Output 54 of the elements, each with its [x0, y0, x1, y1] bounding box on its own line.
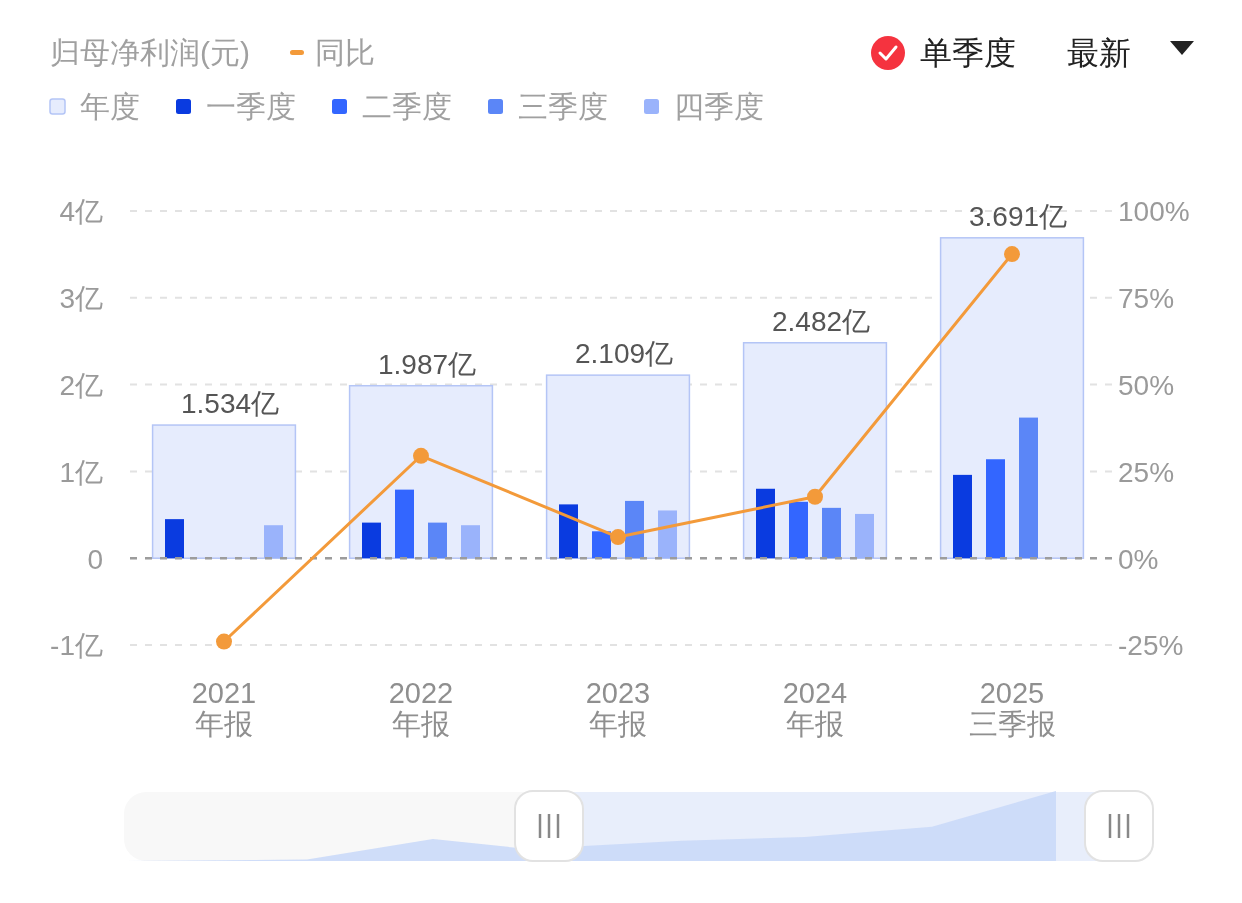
y2-tick-label: 100% [1118, 196, 1190, 228]
point [216, 633, 232, 650]
bar [428, 522, 447, 559]
point [413, 447, 429, 464]
y-tick-label: 1亿 [59, 456, 103, 488]
bar [165, 519, 184, 559]
y2-tick-label: 50% [1118, 369, 1175, 401]
bar [953, 474, 972, 559]
data-label: 1.534亿 [180, 388, 280, 420]
bar [789, 501, 808, 559]
y-tick-label: 4亿 [59, 196, 103, 228]
bar [592, 531, 611, 559]
bar [658, 510, 677, 559]
legend-label: 二季度 [362, 89, 452, 123]
data-label: 1.987亿 [377, 348, 477, 380]
legend-label: 同比 [314, 35, 375, 69]
x-tick-label: 2025 三季报 [968, 677, 1056, 741]
data-label: 2.109亿 [574, 338, 674, 370]
legend-label: 四季度 [674, 89, 764, 123]
x-tick-label: 2021 年报 [191, 677, 257, 741]
bar [855, 513, 874, 559]
text: 单季度 [920, 35, 1016, 72]
point [807, 488, 823, 505]
data-label: 3.691亿 [968, 200, 1068, 232]
bar [625, 500, 644, 559]
bar [986, 459, 1005, 559]
chart-title: 归母净利润(元) [50, 35, 250, 69]
bar [264, 525, 283, 559]
y2-tick-label: 75% [1118, 283, 1175, 315]
legend-label: 一季度 [206, 89, 296, 123]
x-tick-label: 2023 年报 [585, 677, 651, 741]
bar [461, 525, 480, 559]
bar [756, 488, 775, 559]
point [610, 529, 626, 545]
bar [1019, 417, 1038, 559]
y-tick-label: 3亿 [59, 283, 103, 315]
bar [559, 504, 578, 559]
y2-tick-label: 0% [1118, 543, 1159, 575]
y-tick-label: 0 [87, 543, 103, 575]
point [1004, 246, 1020, 263]
y2-tick-label: 25% [1118, 456, 1175, 488]
bar [151, 424, 297, 559]
bar [822, 507, 841, 559]
x-tick-label: 2022 年报 [388, 677, 454, 741]
bar [362, 522, 381, 559]
y2-tick-label: -25% [1118, 630, 1184, 662]
legend-label: 三季度 [518, 89, 608, 123]
bar [395, 489, 414, 559]
data-label: 2.482亿 [771, 305, 871, 337]
text: 最新 [1067, 35, 1131, 72]
x-tick-label: 2024 年报 [782, 677, 848, 741]
y-tick-label: -1亿 [50, 630, 103, 662]
y-tick-label: 2亿 [59, 369, 103, 401]
legend-label: 年度 [80, 89, 140, 123]
